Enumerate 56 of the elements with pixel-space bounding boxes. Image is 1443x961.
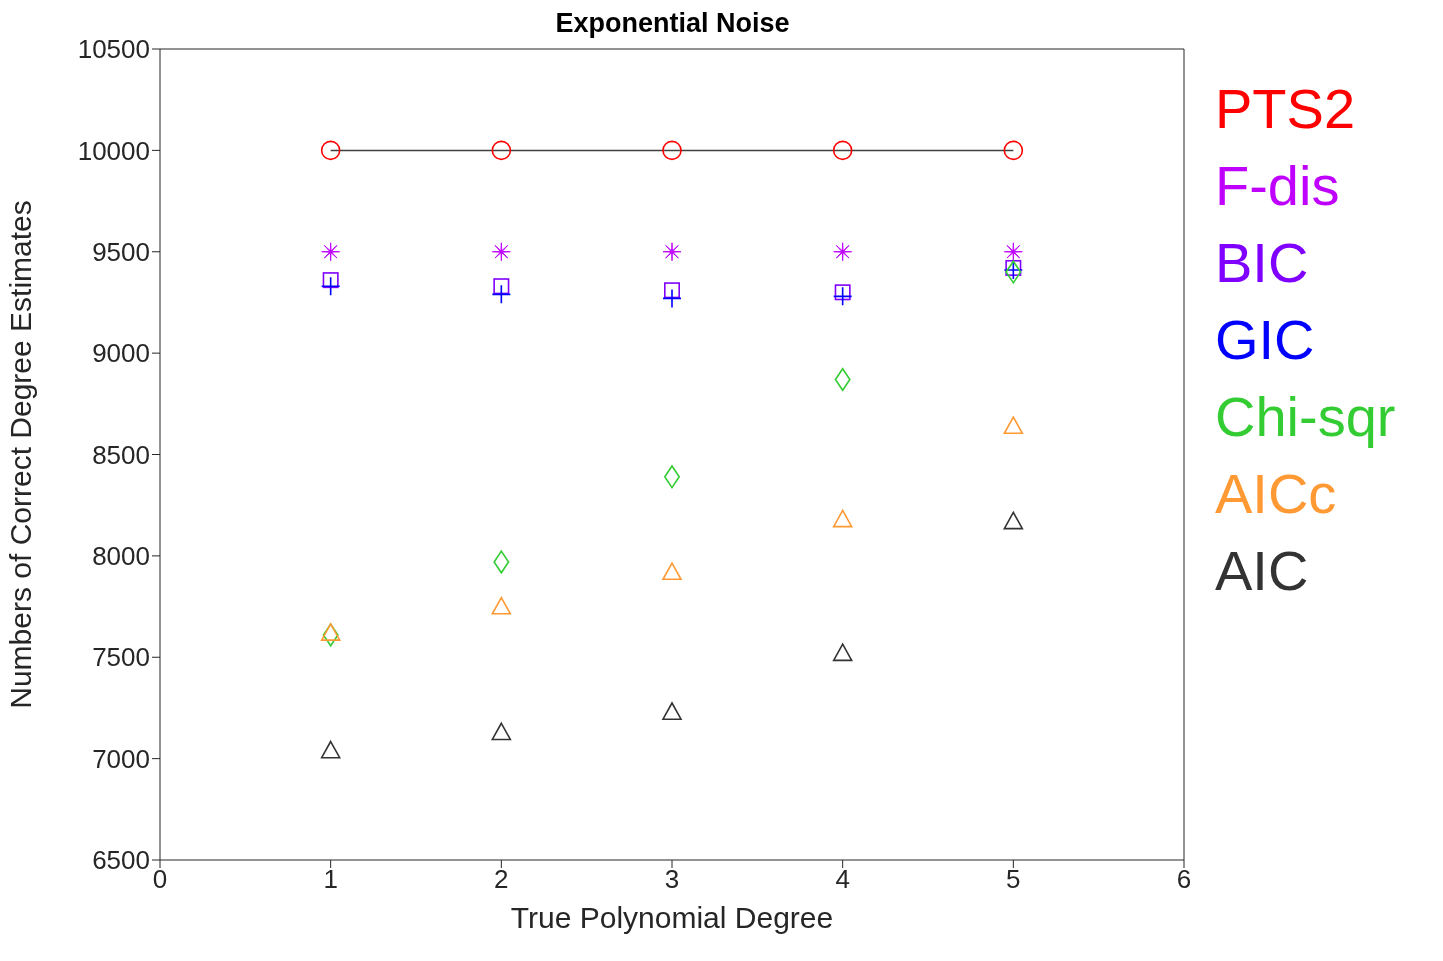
- text: Chi-sqr: [1215, 384, 1397, 450]
- point: [1003, 416, 1024, 435]
- text: PTS2: [1215, 76, 1357, 142]
- y-tick-label: 7000: [92, 743, 150, 774]
- x-tick-label: 4: [835, 864, 850, 895]
- y-tick-label: 8000: [92, 541, 150, 572]
- point: [832, 140, 853, 161]
- y-tick-label: 7500: [92, 642, 150, 673]
- chart-title: Exponential Noise: [554, 8, 791, 39]
- y-tick-label: 9000: [92, 338, 150, 369]
- y-tick-label: 10500: [77, 34, 150, 65]
- point: [493, 550, 510, 574]
- y-tick-label: 6500: [92, 845, 150, 876]
- point: [662, 242, 682, 262]
- point: [493, 278, 510, 295]
- point: [833, 242, 853, 262]
- text: AIC: [1215, 538, 1310, 604]
- x-tick-label: 2: [494, 864, 509, 895]
- x-tick-label: 0: [152, 864, 168, 895]
- point: [321, 242, 341, 262]
- point: [320, 623, 341, 641]
- x-tick-label: 6: [1176, 864, 1192, 895]
- text: AICc: [1215, 461, 1338, 527]
- point: [832, 643, 853, 662]
- point: [491, 722, 512, 741]
- y-tick-label: 8500: [92, 439, 150, 470]
- point: [491, 242, 511, 262]
- point: [491, 284, 512, 305]
- y-axis-title: Numbers of Correct Degree Estimates: [3, 200, 37, 709]
- point: [1003, 242, 1023, 262]
- point: [1003, 511, 1024, 530]
- point: [662, 140, 682, 161]
- text: GIC: [1215, 307, 1316, 373]
- text: F-dis: [1215, 153, 1341, 219]
- point: [491, 140, 512, 161]
- x-tick-label: 5: [1006, 864, 1021, 895]
- point: [322, 272, 339, 289]
- point: [662, 702, 682, 720]
- point: [322, 623, 339, 647]
- point: [491, 596, 512, 615]
- point: [1003, 140, 1024, 161]
- point: [320, 276, 341, 297]
- y-tick-label: 9500: [92, 236, 150, 267]
- x-tick-label: 1: [323, 864, 338, 895]
- x-tick-label: 3: [664, 864, 680, 895]
- point: [320, 740, 341, 759]
- point: [664, 282, 680, 299]
- point: [662, 562, 682, 581]
- point: [662, 288, 682, 309]
- point: [832, 286, 853, 307]
- point: [320, 140, 341, 161]
- y-tick-label: 10000: [77, 135, 150, 166]
- text: BIC: [1215, 230, 1310, 296]
- point: [834, 284, 851, 301]
- point: [832, 509, 853, 528]
- x-axis-title: True Polynomial Degree: [510, 901, 834, 934]
